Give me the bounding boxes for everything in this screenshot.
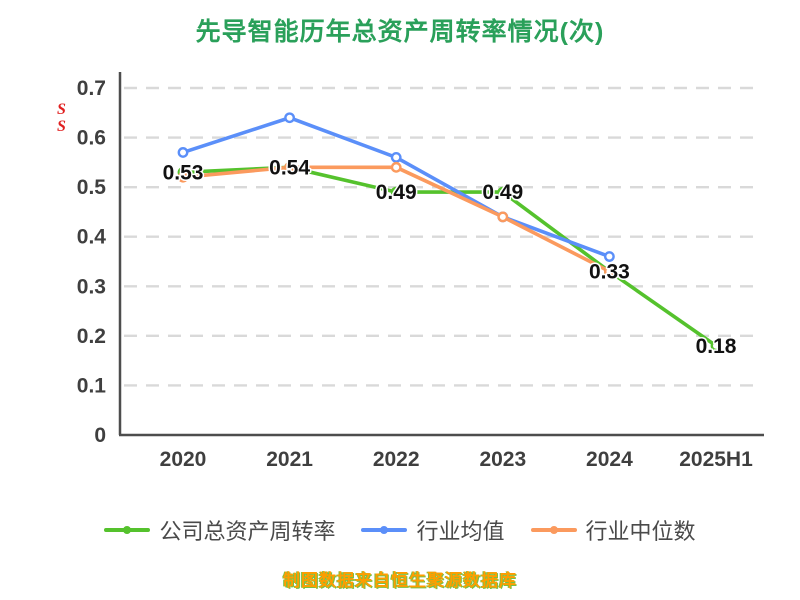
red-scribble-mark: S S — [57, 101, 66, 135]
legend-item-company: 公司总资产周转率 — [104, 514, 335, 546]
legend-dot-icon — [380, 526, 389, 534]
svg-text:0.7: 0.7 — [77, 77, 106, 100]
legend-marker-industry-median-icon — [530, 521, 577, 539]
svg-text:2021: 2021 — [266, 448, 313, 471]
chart-title: 先导智能历年总资产周转率情况(次) — [195, 18, 605, 46]
svg-text:2022: 2022 — [373, 448, 420, 471]
svg-text:2020: 2020 — [160, 448, 207, 471]
svg-text:0.54: 0.54 — [269, 156, 310, 179]
chart-legend: 公司总资产周转率 行业均值 行业中位数 — [0, 514, 800, 546]
svg-text:0.18: 0.18 — [696, 335, 737, 358]
legend-label-industry-avg: 行业均值 — [416, 519, 505, 544]
svg-text:0.5: 0.5 — [77, 176, 107, 199]
svg-text:0.49: 0.49 — [376, 181, 417, 204]
svg-text:0.33: 0.33 — [589, 260, 630, 283]
svg-text:0.1: 0.1 — [77, 374, 107, 397]
legend-label-company: 公司总资产周转率 — [159, 519, 336, 544]
svg-text:2025H1: 2025H1 — [679, 448, 753, 471]
legend-dot-icon — [123, 526, 132, 534]
svg-text:2024: 2024 — [586, 448, 633, 471]
svg-text:0.53: 0.53 — [163, 161, 204, 184]
legend-item-industry-avg: 行业均值 — [361, 514, 505, 546]
svg-text:0: 0 — [94, 424, 106, 447]
svg-text:0.6: 0.6 — [77, 127, 106, 150]
svg-text:0.3: 0.3 — [77, 275, 106, 298]
line-chart: 0 0.1 0.2 0.3 0.4 0.5 0.6 0.7 2020 2021 2022 2023 20… — [77, 72, 764, 471]
legend-dot-icon — [549, 526, 558, 534]
legend-item-industry-median: 行业中位数 — [530, 514, 696, 546]
svg-text:2023: 2023 — [479, 448, 526, 471]
legend-marker-company-icon — [104, 521, 151, 539]
svg-text:0.4: 0.4 — [77, 226, 107, 249]
legend-label-industry-median: 行业中位数 — [585, 519, 696, 544]
svg-text:0.49: 0.49 — [482, 181, 523, 204]
svg-text:0.2: 0.2 — [77, 325, 106, 348]
data-source-caption: 制图数据来自恒生聚源数据库 — [283, 571, 517, 590]
legend-marker-industry-avg-icon — [361, 521, 408, 539]
